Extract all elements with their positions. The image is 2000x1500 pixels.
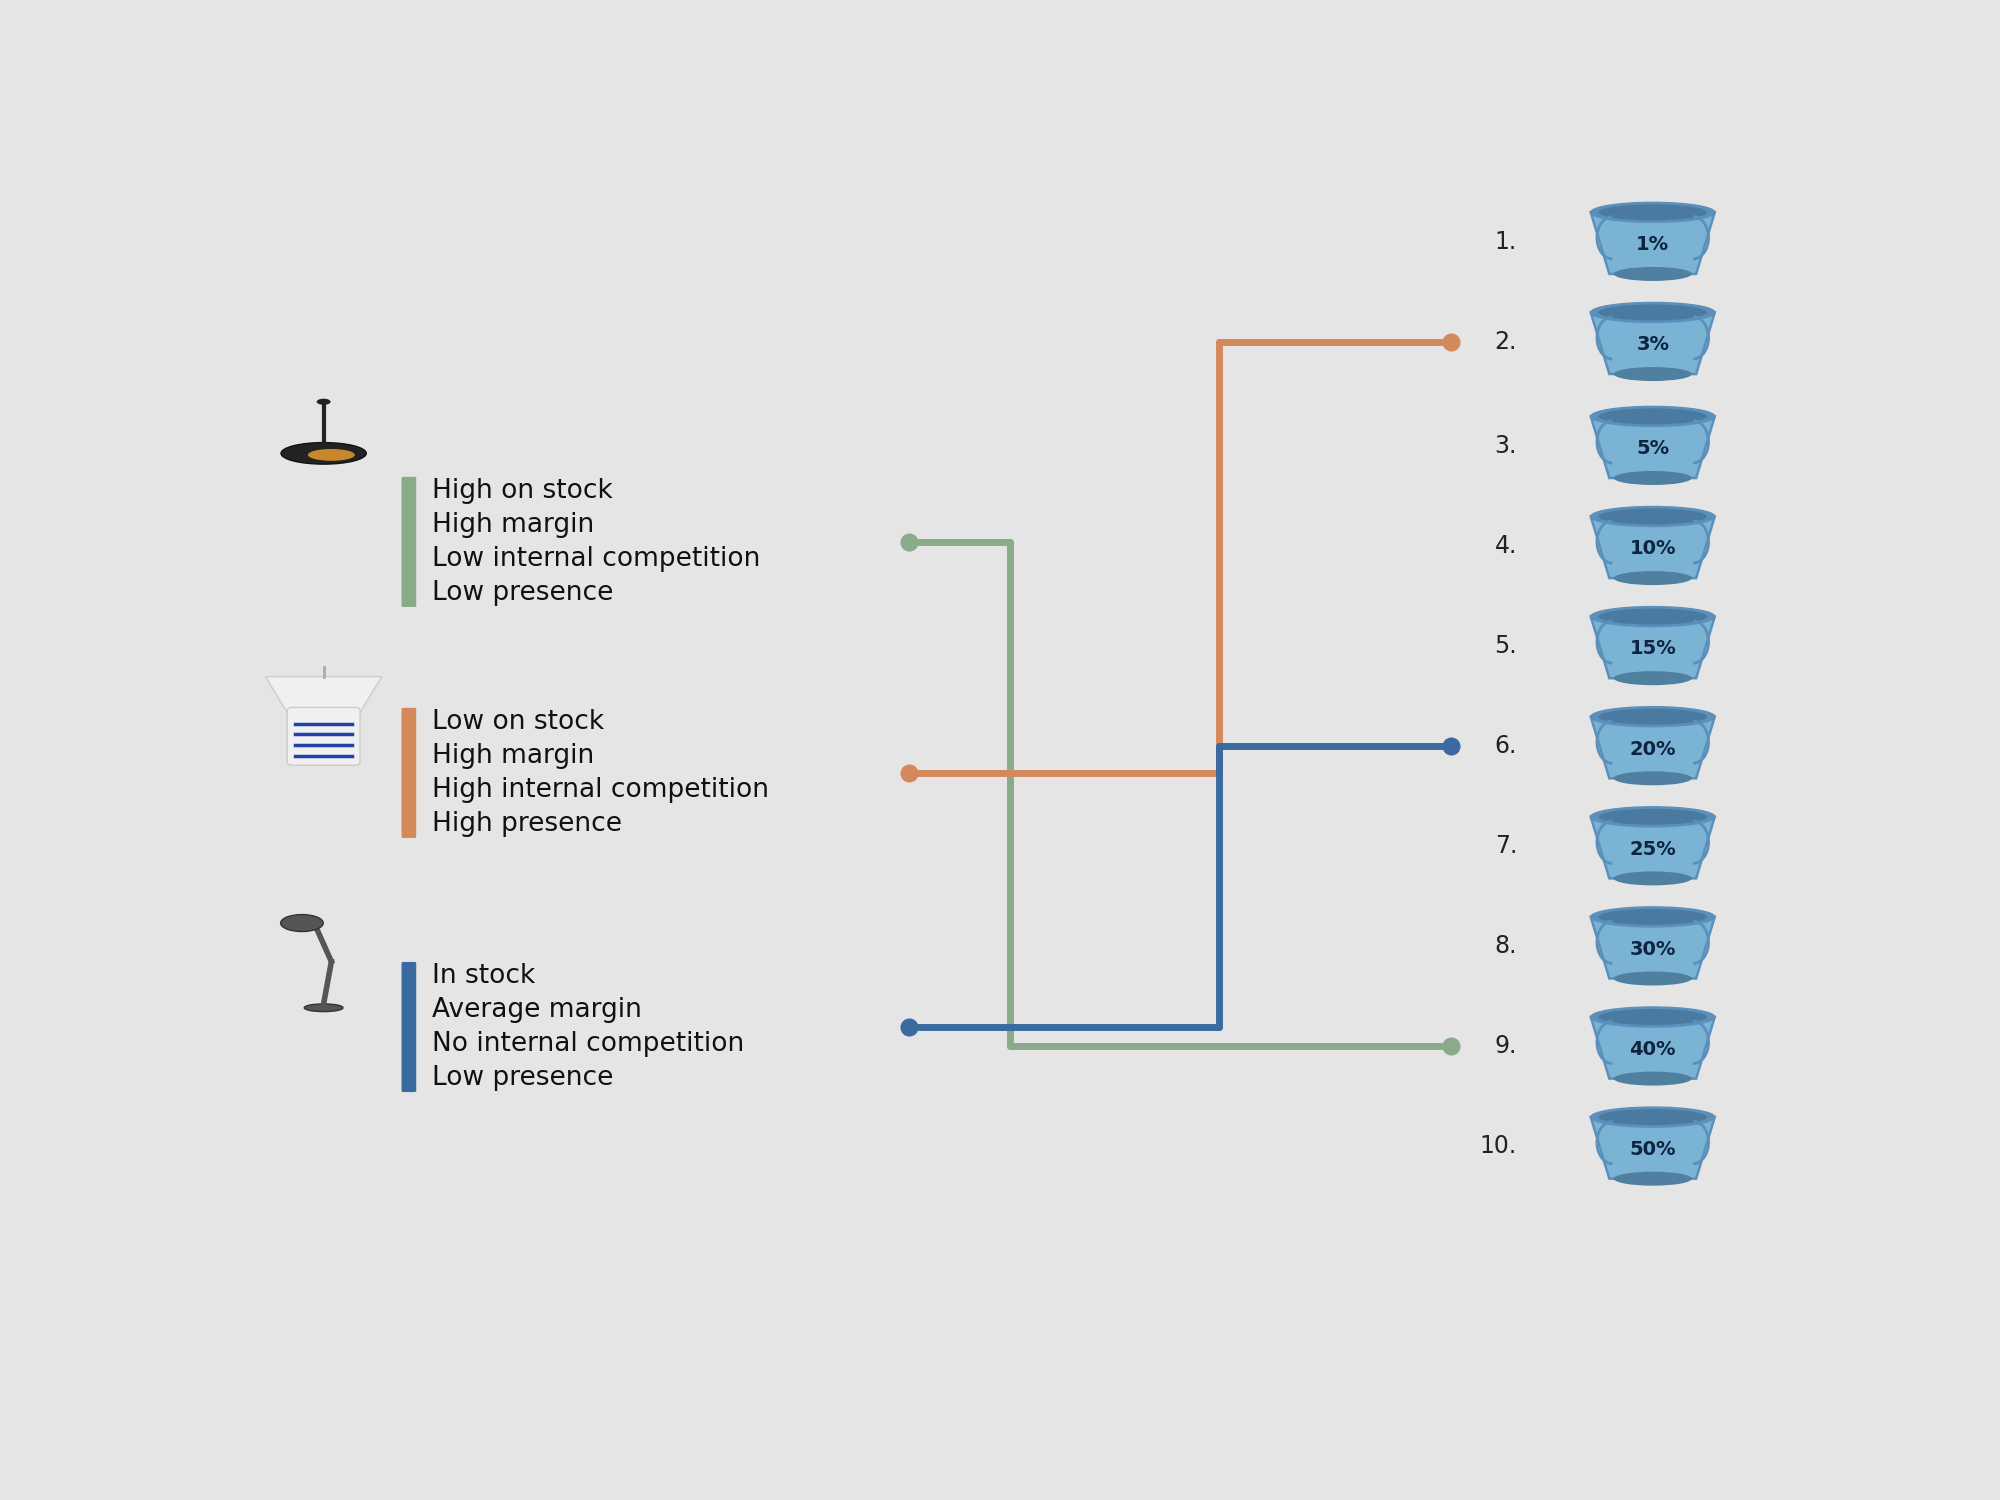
Ellipse shape: [304, 1004, 344, 1011]
Ellipse shape: [1614, 972, 1692, 986]
Text: Average margin: Average margin: [432, 998, 642, 1023]
Polygon shape: [1590, 417, 1714, 478]
Ellipse shape: [1614, 267, 1692, 280]
Text: 40%: 40%: [1630, 1040, 1676, 1059]
Polygon shape: [1590, 1017, 1714, 1078]
Ellipse shape: [1598, 1010, 1708, 1025]
Text: 10%: 10%: [1630, 540, 1676, 558]
Polygon shape: [1590, 1118, 1714, 1179]
Ellipse shape: [1590, 1107, 1714, 1126]
Ellipse shape: [280, 915, 324, 932]
Ellipse shape: [1590, 606, 1714, 627]
Ellipse shape: [1590, 706, 1714, 726]
Ellipse shape: [1590, 202, 1714, 222]
Text: Low presence: Low presence: [432, 1065, 614, 1090]
Ellipse shape: [1614, 871, 1692, 885]
Text: 1%: 1%: [1636, 236, 1670, 254]
Ellipse shape: [1614, 1071, 1692, 1086]
Text: 20%: 20%: [1630, 740, 1676, 759]
Ellipse shape: [1598, 609, 1708, 624]
Polygon shape: [1590, 916, 1714, 978]
Ellipse shape: [1614, 1172, 1692, 1185]
Polygon shape: [1590, 717, 1714, 778]
Text: 6.: 6.: [1494, 734, 1518, 758]
Text: 15%: 15%: [1630, 639, 1676, 658]
Ellipse shape: [1598, 808, 1708, 825]
Ellipse shape: [1590, 908, 1714, 927]
FancyBboxPatch shape: [402, 477, 416, 608]
Ellipse shape: [1614, 572, 1692, 585]
Text: 3.: 3.: [1494, 433, 1518, 457]
Ellipse shape: [1598, 408, 1708, 424]
Polygon shape: [1590, 516, 1714, 578]
Ellipse shape: [316, 399, 330, 405]
Ellipse shape: [1614, 771, 1692, 786]
Ellipse shape: [280, 442, 366, 464]
Text: High margin: High margin: [432, 512, 594, 538]
Ellipse shape: [1590, 807, 1714, 826]
Ellipse shape: [1598, 1108, 1708, 1125]
Ellipse shape: [1598, 509, 1708, 525]
Text: 30%: 30%: [1630, 939, 1676, 958]
Polygon shape: [1590, 213, 1714, 274]
Text: 2.: 2.: [1494, 330, 1518, 354]
Text: Low on stock: Low on stock: [432, 710, 604, 735]
Ellipse shape: [1614, 670, 1692, 686]
Ellipse shape: [1614, 471, 1692, 484]
Text: High on stock: High on stock: [432, 478, 612, 504]
Text: 25%: 25%: [1630, 840, 1676, 858]
Text: High internal competition: High internal competition: [432, 777, 770, 802]
Text: 5%: 5%: [1636, 440, 1670, 458]
Ellipse shape: [1598, 204, 1708, 220]
Polygon shape: [1590, 616, 1714, 678]
Ellipse shape: [1590, 406, 1714, 426]
Text: 3%: 3%: [1636, 336, 1670, 354]
Polygon shape: [1590, 818, 1714, 879]
Ellipse shape: [308, 448, 354, 460]
Text: Low internal competition: Low internal competition: [432, 546, 760, 572]
FancyBboxPatch shape: [288, 708, 360, 765]
Ellipse shape: [1590, 507, 1714, 526]
Text: 1.: 1.: [1494, 230, 1518, 254]
Polygon shape: [266, 676, 382, 716]
Ellipse shape: [1598, 304, 1708, 321]
Text: 10.: 10.: [1480, 1134, 1518, 1158]
Ellipse shape: [1590, 1007, 1714, 1028]
Ellipse shape: [1590, 303, 1714, 322]
Ellipse shape: [1614, 368, 1692, 381]
FancyBboxPatch shape: [402, 962, 416, 1092]
Text: In stock: In stock: [432, 963, 536, 988]
FancyBboxPatch shape: [402, 708, 416, 839]
Text: 8.: 8.: [1494, 934, 1518, 958]
Text: 4.: 4.: [1494, 534, 1518, 558]
Text: 50%: 50%: [1630, 1140, 1676, 1160]
Ellipse shape: [1598, 708, 1708, 724]
Text: High presence: High presence: [432, 810, 622, 837]
Text: 9.: 9.: [1494, 1035, 1518, 1059]
Text: High margin: High margin: [432, 742, 594, 770]
Text: No internal competition: No internal competition: [432, 1030, 744, 1057]
Polygon shape: [1590, 312, 1714, 374]
Text: Low presence: Low presence: [432, 579, 614, 606]
Text: 5.: 5.: [1494, 634, 1518, 658]
Ellipse shape: [1598, 909, 1708, 926]
Text: 7.: 7.: [1494, 834, 1518, 858]
